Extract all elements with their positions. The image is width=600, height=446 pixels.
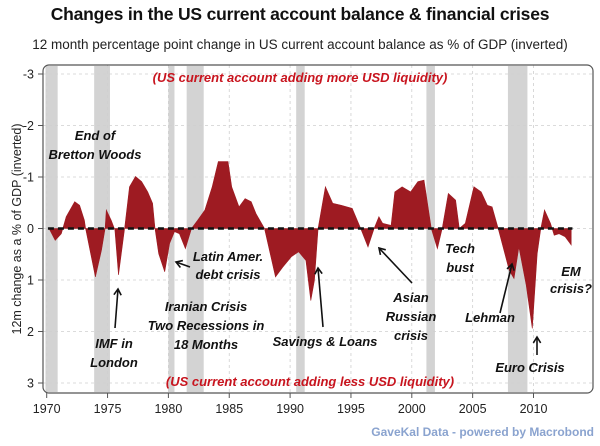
annotation-label: London [90, 355, 138, 370]
source-credit: GaveKal Data - powered by Macrobond [371, 425, 594, 439]
annotation-label: Euro Crisis [495, 360, 564, 375]
annotation-label: End of [75, 128, 117, 143]
annotation-label: IMF in [95, 336, 133, 351]
annotation-label: Tech [445, 241, 475, 256]
y-tick-label: -2 [23, 119, 34, 133]
x-tick-label: 2010 [520, 402, 548, 416]
y-tick-label: 2 [27, 325, 34, 339]
y-tick-label: -3 [23, 68, 34, 82]
annotation-label: crisis? [550, 281, 592, 296]
annotation-label: Bretton Woods [49, 147, 142, 162]
y-tick-label: 0 [27, 222, 34, 236]
annotation-label: EM [561, 264, 582, 279]
annotation-label: Savings & Loans [273, 334, 378, 349]
annotation-label: Russian [386, 309, 437, 324]
y-tick-label: -1 [23, 171, 34, 185]
annotation-arrow [378, 247, 413, 284]
arrowhead-icon [174, 259, 184, 268]
y-tick-label: 3 [27, 377, 34, 391]
note-top: (US current account adding more USD liqu… [153, 70, 448, 85]
annotation-label: crisis [394, 328, 428, 343]
annotation-label: Latin Amer. [193, 249, 263, 264]
annotation-arrow [114, 288, 119, 329]
annotation-label: Two Recessions in [148, 318, 265, 333]
annotation-label: Asian [392, 290, 428, 305]
annotation-label: debt crisis [195, 267, 260, 282]
x-tick-label: 2005 [459, 402, 487, 416]
chart-title: Changes in the US current account balanc… [50, 4, 550, 24]
series-area [48, 161, 572, 329]
x-tick-label: 2000 [398, 402, 426, 416]
x-tick-label: 1975 [94, 402, 122, 416]
x-tick-label: 1990 [276, 402, 304, 416]
y-tick-label: 1 [27, 274, 34, 288]
arrowhead-icon [532, 335, 542, 344]
annotation-arrow [317, 267, 324, 328]
y-axis-label: 12m change as a % of GDP (inverted) [10, 124, 24, 335]
x-tick-label: 1995 [337, 402, 365, 416]
arrowhead-icon [314, 266, 323, 275]
annotation-arrow [499, 263, 513, 314]
note-bottom: (US current account adding less USD liqu… [166, 374, 454, 389]
x-tick-label: 1985 [215, 402, 243, 416]
x-tick-label: 1970 [33, 402, 61, 416]
annotation-label: 18 Months [174, 337, 238, 352]
chart-subtitle: 12 month percentage point change in US c… [32, 37, 568, 52]
arrowhead-icon [113, 287, 122, 296]
arrowhead-icon [506, 262, 515, 271]
annotation-label: bust [446, 260, 474, 275]
annotation-arrow [175, 261, 191, 268]
annotation-label: Iranian Crisis [165, 299, 247, 314]
plot-frame [42, 64, 594, 394]
x-tick-label: 1980 [154, 402, 182, 416]
arrowhead-icon [377, 246, 386, 256]
annotation-label: Lehman [465, 310, 515, 325]
recession-bar [186, 66, 204, 392]
